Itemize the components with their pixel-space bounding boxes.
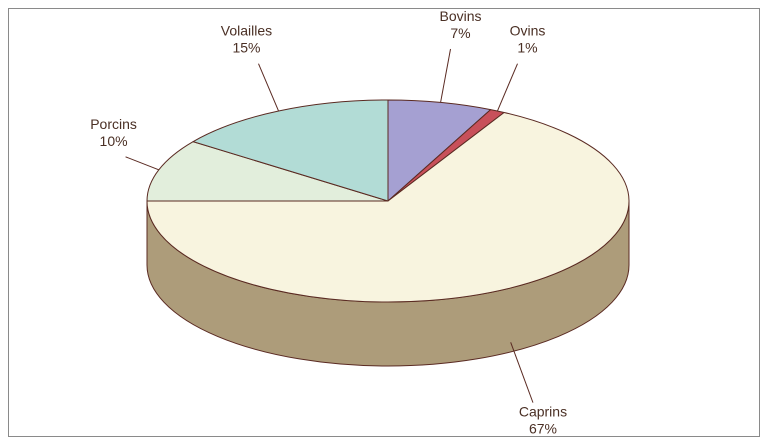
data-label-ovins: Ovins xyxy=(510,23,546,39)
leader-line-volailles xyxy=(258,63,280,112)
data-value-volailles: 15% xyxy=(232,40,260,56)
data-value-porcins: 10% xyxy=(100,133,128,149)
leader-line-caprins xyxy=(510,342,534,403)
pie-slice-volailles[interactable] xyxy=(192,99,389,202)
data-value-caprins: 67% xyxy=(529,421,557,437)
data-label-caprins: Caprins xyxy=(519,404,567,420)
pie-slice-caprins[interactable] xyxy=(146,111,630,303)
pie-slices xyxy=(146,99,630,303)
data-label-volailles: Volailles xyxy=(221,23,272,39)
data-value-bovins: 7% xyxy=(450,25,470,41)
leader-line-ovins xyxy=(496,63,518,112)
data-label-bovins: Bovins xyxy=(440,8,482,24)
leader-lines xyxy=(125,48,534,403)
leader-line-porcins xyxy=(125,156,159,171)
leader-line-bovins xyxy=(440,48,452,103)
pie-slice-porcins[interactable] xyxy=(146,141,389,202)
data-label-porcins: Porcins xyxy=(90,116,137,132)
data-value-ovins: 1% xyxy=(517,40,537,56)
pie-slice-bovins[interactable] xyxy=(387,99,492,202)
